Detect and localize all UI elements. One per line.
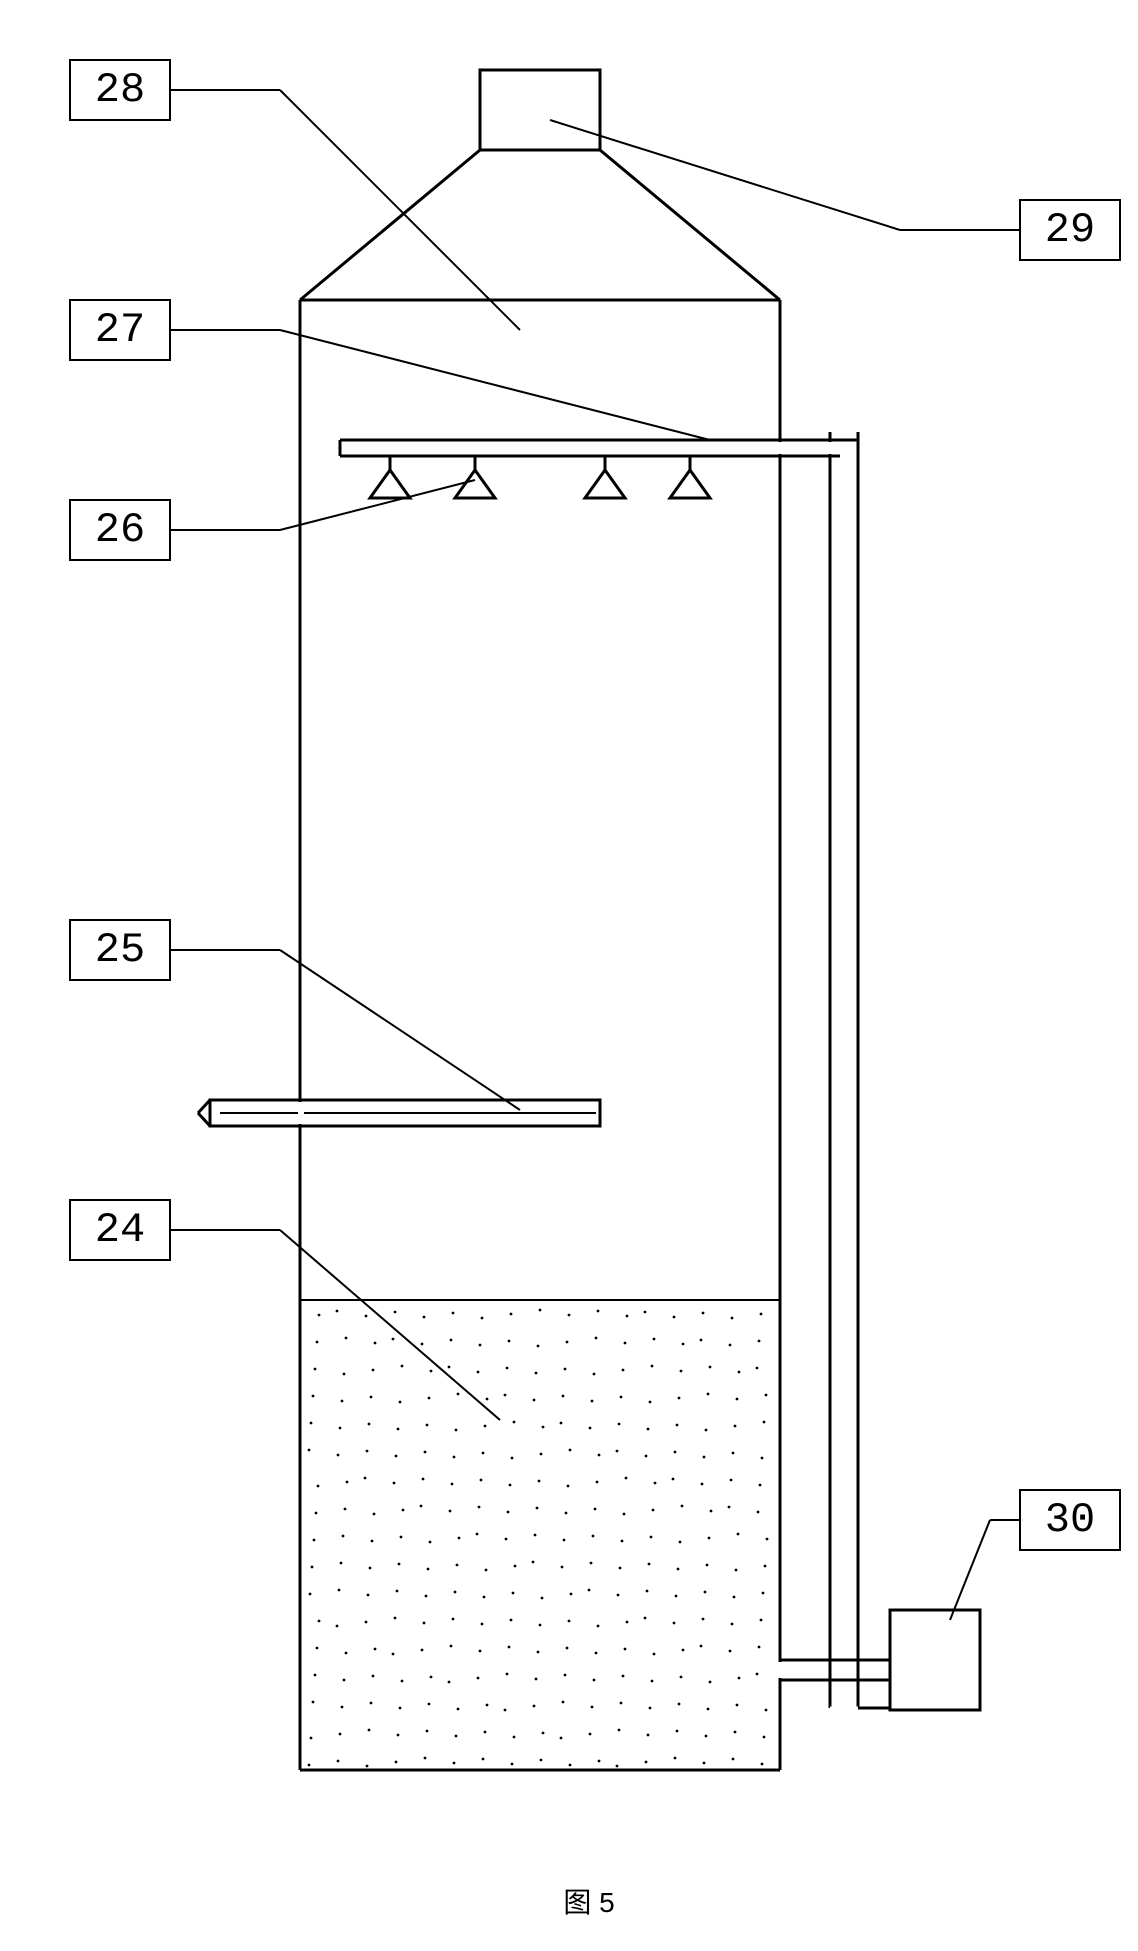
diagram-svg: 28 29 27 26 25 24 30 — [20, 20, 1138, 1871]
figure-container: 28 29 27 26 25 24 30 图 5 — [20, 20, 1138, 1931]
svg-text:28: 28 — [95, 66, 145, 114]
svg-text:30: 30 — [1045, 1496, 1095, 1544]
svg-text:29: 29 — [1045, 206, 1095, 254]
svg-text:26: 26 — [95, 506, 145, 554]
svg-text:27: 27 — [95, 306, 145, 354]
figure-caption: 图 5 — [20, 1881, 1138, 1921]
svg-text:25: 25 — [95, 926, 145, 974]
svg-text:24: 24 — [95, 1206, 145, 1254]
